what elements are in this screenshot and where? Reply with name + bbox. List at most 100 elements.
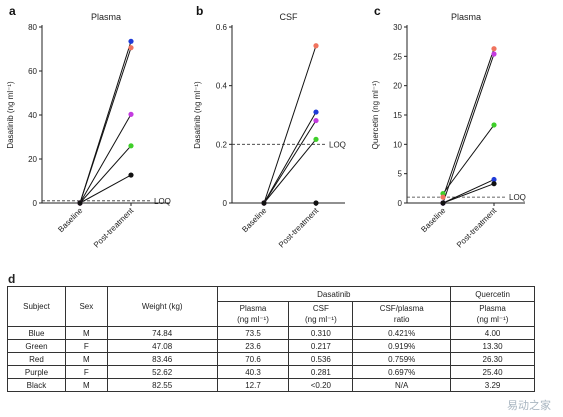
series-line-purple (263, 120, 317, 204)
x-tick-label: Post-treatment (277, 206, 321, 250)
header-csf: CSF (ng ml⁻¹) (288, 301, 354, 327)
series-line-blue (263, 111, 317, 204)
panel-label-a: a (9, 4, 16, 18)
series-line-purple (442, 53, 495, 204)
cell-csf: 0.310 (288, 326, 354, 340)
table-row: Green F 47.08 23.6 0.217 0.919% 13.30 (7, 339, 535, 353)
chart-title: Plasma (451, 12, 481, 22)
data-point-black (261, 200, 267, 206)
y-tick-label: 0 (223, 199, 228, 208)
y-tick-label: 0.2 (216, 140, 228, 149)
y-tick-label: 0 (398, 199, 403, 208)
header-ratio: CSF/plasma ratio (352, 301, 452, 327)
table-row: Black M 82.55 12.7 <0.20 N/A 3.29 (7, 378, 535, 392)
chart-panel-b: b CSF 0 0.2 0.4 0.6 Dasatinib (ng ml⁻¹) Baselin… (193, 4, 346, 250)
cell-subject: Red (7, 352, 66, 366)
watermark: 易动之家 (507, 399, 551, 412)
cell-weight: 83.46 (106, 352, 218, 366)
series-line-red (79, 47, 132, 204)
cell-quercetin-plasma: 25.40 (450, 365, 535, 379)
data-point-blue (128, 38, 134, 44)
cell-sex: M (64, 326, 108, 340)
data-point-red (313, 43, 319, 49)
cell-csf: 0.536 (288, 352, 354, 366)
cell-subject: Black (7, 378, 66, 392)
table-row: Red M 83.46 70.6 0.536 0.759% 26.30 (7, 352, 535, 366)
data-point-green (128, 143, 134, 149)
charts-area: a Plasma 0 20 40 60 80 Dasatinib (ng ml⁻¹) Basel… (6, 4, 526, 250)
panel-label-b: b (196, 4, 203, 18)
cell-ratio: N/A (352, 378, 452, 392)
data-point-black (491, 181, 497, 187)
header-quercetin-plasma: Plasma (ng ml⁻¹) (450, 301, 535, 327)
x-tick-label: Baseline (56, 206, 84, 234)
cell-ratio: 0.919% (352, 339, 452, 353)
y-tick-label: 5 (398, 170, 403, 179)
loq-label: LOQ (154, 197, 171, 206)
cell-quercetin-plasma: 13.30 (450, 339, 535, 353)
cell-ratio: 0.697% (352, 365, 452, 379)
header-subject: Subject (7, 286, 66, 327)
header-weight: Weight (kg) (106, 286, 218, 327)
y-tick-label: 30 (393, 23, 402, 32)
cell-quercetin-plasma: 26.30 (450, 352, 535, 366)
cell-weight: 82.55 (106, 378, 218, 392)
cell-csf: <0.20 (288, 378, 354, 392)
series-line-red (442, 48, 495, 198)
data-point-red (491, 46, 497, 52)
y-tick-label: 25 (393, 52, 402, 61)
data-point-black (77, 200, 83, 206)
chart-title: CSF (280, 12, 299, 22)
header-dasatinib: Dasatinib (216, 286, 452, 302)
cell-quercetin-plasma: 3.29 (450, 378, 535, 392)
series-line-green (442, 124, 495, 194)
series-line-blue (442, 179, 495, 204)
series-line-purple (79, 114, 132, 204)
y-tick-label: 20 (28, 155, 37, 164)
cell-sex: M (64, 352, 108, 366)
y-tick-label: 10 (393, 140, 402, 149)
chart-panel-c: c Plasma 0 5 10 15 20 25 30 Quercetin (ng ml⁻¹) Ba… (371, 4, 526, 250)
data-point-green (313, 136, 319, 142)
data-table-container: Subject Sex Weight (kg) Dasatinib Querce… (7, 286, 535, 392)
data-point-purple (491, 51, 497, 57)
series-line-black (79, 174, 132, 204)
y-tick-label: 80 (28, 23, 37, 32)
x-tick-label: Post-treatment (455, 206, 499, 250)
header-sex: Sex (64, 286, 108, 327)
data-table: Subject Sex Weight (kg) Dasatinib Querce… (7, 286, 535, 392)
table-row: Blue M 74.84 73.5 0.310 0.421% 4.00 (7, 326, 535, 340)
data-point-black (313, 200, 319, 206)
table-row: Purple F 52.62 40.3 0.281 0.697% 25.40 (7, 365, 535, 379)
cell-plasma: 23.6 (216, 339, 290, 353)
y-tick-label: 15 (393, 111, 402, 120)
cell-weight: 47.08 (106, 339, 218, 353)
data-point-blue (313, 109, 319, 115)
x-tick-label: Baseline (240, 206, 268, 234)
cell-plasma: 12.7 (216, 378, 290, 392)
series-line-red (263, 45, 317, 204)
loq-label: LOQ (509, 193, 526, 202)
data-point-green (491, 122, 497, 128)
cell-ratio: 0.759% (352, 352, 452, 366)
y-tick-label: 60 (28, 67, 37, 76)
data-point-red (128, 45, 134, 51)
cell-ratio: 0.421% (352, 326, 452, 340)
chart-title: Plasma (91, 12, 121, 22)
cell-sex: F (64, 339, 108, 353)
data-point-black (128, 172, 134, 178)
y-tick-label: 0.6 (216, 23, 228, 32)
x-tick-label: Post-treatment (92, 206, 136, 250)
y-axis-label: Dasatinib (ng ml⁻¹) (193, 81, 202, 149)
data-point-black (440, 200, 446, 206)
cell-plasma: 73.5 (216, 326, 290, 340)
cell-subject: Green (7, 339, 66, 353)
cell-plasma: 70.6 (216, 352, 290, 366)
panel-label-c: c (374, 4, 381, 18)
cell-subject: Blue (7, 326, 66, 340)
cell-weight: 74.84 (106, 326, 218, 340)
y-tick-label: 40 (28, 111, 37, 120)
cell-subject: Purple (7, 365, 66, 379)
cell-quercetin-plasma: 4.00 (450, 326, 535, 340)
y-axis-label: Dasatinib (ng ml⁻¹) (6, 81, 15, 149)
